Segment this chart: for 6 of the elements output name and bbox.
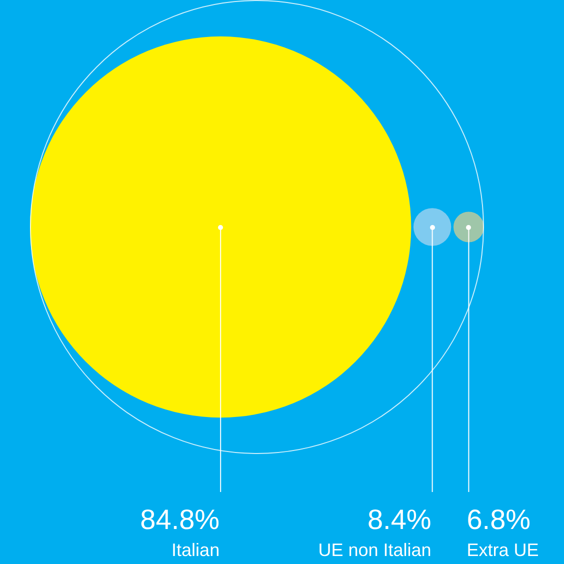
data-label: 84.8%	[140, 504, 220, 535]
data-label: 8.4%	[367, 504, 432, 535]
category-label: Extra UE	[466, 540, 539, 560]
data-label: 6.8%	[466, 504, 531, 535]
category-label: UE non Italian	[318, 540, 432, 560]
category-label: Italian	[172, 540, 220, 560]
